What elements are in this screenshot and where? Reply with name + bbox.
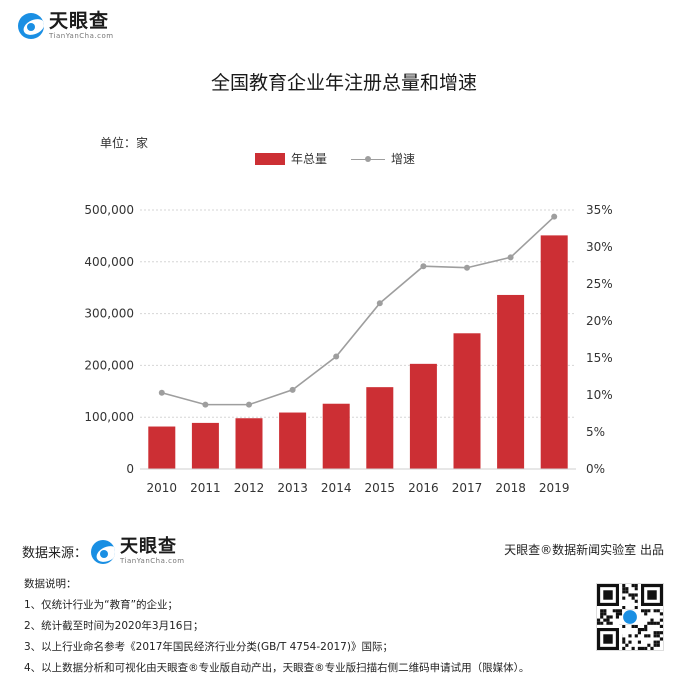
bar [366,387,394,469]
y-left-tick-label: 400,000 [84,255,134,269]
unit-label: 单位：家 [100,136,149,150]
data-notes: 数据说明： 1、仅统计行业为“教育”的企业； 2、统计截至时间为2020年3月1… [24,574,529,679]
bar [191,422,219,469]
x-tick-label: 2011 [190,481,221,495]
growth-point [376,300,383,307]
growth-point [246,401,252,408]
bar [235,418,263,469]
legend-line-label: 增速 [391,152,416,166]
y-right-tick-label: 35% [586,203,613,217]
growth-point [551,213,558,220]
growth-point [333,353,340,360]
legend-line-swatch [351,153,386,165]
y-left-tick-label: 200,000 [84,358,134,372]
y-right-tick-label: 0% [586,462,605,476]
credit-text: 天眼查®数据新闻实验室 出品 [504,543,664,557]
chart-legend: 年总量 增速 [255,150,415,167]
qr-code-icon[interactable] [596,583,664,651]
growth-point [202,401,209,408]
x-tick-label: 2013 [277,481,308,495]
x-tick-label: 2015 [365,481,396,495]
source-label: 数据来源： [22,546,88,561]
eye-logo-icon [18,13,44,39]
bar [148,426,176,469]
note-item: 1、仅统计行业为“教育”的企业； [24,599,179,611]
note-item: 4、以上数据分析和可视化由天眼查®专业版自动产出，天眼查®专业版扫描右侧二维码申… [24,662,530,674]
y-right-tick-label: 25% [586,277,613,291]
legend-bar-label: 年总量 [291,152,328,166]
growth-point [464,264,470,271]
bar [453,333,481,469]
growth-line [161,216,555,406]
data-source: 数据来源： 天眼查 TianYanCha.com [22,538,185,565]
source-brand-name: 天眼查 [120,536,178,557]
y-right-tick-label: 20% [586,314,613,328]
note-item: 2、统计截至时间为2020年3月16日； [24,620,204,632]
source-brand-domain: TianYanCha.com [120,557,185,565]
growth-point [420,263,427,270]
bar [540,235,568,469]
x-tick-label: 2018 [495,481,526,495]
growth-point [507,254,514,261]
y-left-tick-label: 0 [126,462,134,476]
bar [409,363,437,469]
chart-title: 全国教育企业年注册总量和增速 [210,72,477,94]
notes-title: 数据说明： [24,578,77,590]
y-right-tick-label: 30% [586,240,613,254]
x-tick-label: 2014 [321,481,352,495]
x-tick-label: 2010 [147,481,178,495]
x-tick-label: 2016 [408,481,439,495]
growth-point [158,389,165,396]
brand-logo: 天眼查 TianYanCha.com [18,12,114,40]
bar [322,403,350,469]
growth-point [289,386,296,393]
y-right-tick-label: 5% [586,425,605,439]
bar [279,412,307,469]
y-left-tick-label: 500,000 [84,203,134,217]
note-item: 3、以上行业命名参考《2017年国民经济行业分类(GB/T 4754-2017)… [24,641,393,653]
x-tick-label: 2019 [539,481,570,495]
brand-domain: TianYanCha.com [49,32,114,40]
eye-logo-icon [91,539,116,564]
brand-name: 天眼查 [49,10,110,32]
x-tick-label: 2012 [234,481,265,495]
y-right-tick-label: 15% [586,351,613,365]
y-left-tick-label: 300,000 [84,307,134,321]
y-left-tick-label: 100,000 [84,410,134,424]
x-tick-label: 2017 [452,481,483,495]
y-right-tick-label: 10% [586,388,613,402]
bar [497,294,525,469]
legend-bar-swatch [255,152,285,165]
